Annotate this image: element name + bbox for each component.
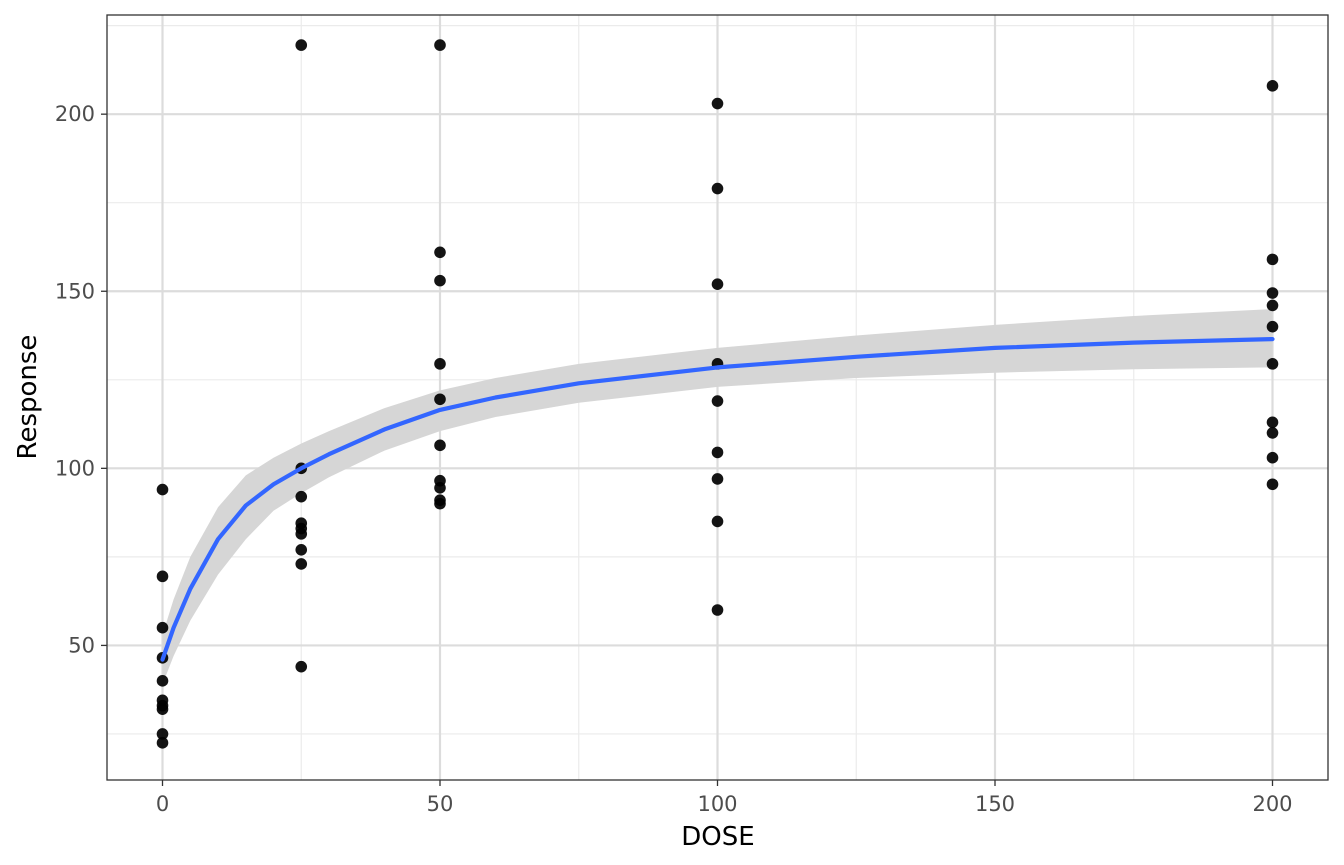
- x-axis-ticks: 0 50 100 150 200: [156, 780, 1293, 816]
- data-point: [1266, 416, 1279, 429]
- fit-line: [160, 337, 1275, 662]
- data-point: [156, 570, 169, 583]
- data-point: [1266, 253, 1279, 266]
- data-point: [295, 558, 308, 570]
- data-point: [156, 703, 169, 715]
- y-tick-label: 50: [68, 633, 95, 657]
- data-point: [434, 393, 446, 406]
- data-point: [1266, 299, 1279, 312]
- data-point: [711, 604, 724, 616]
- data-point: [711, 473, 724, 485]
- data-point: [156, 737, 169, 749]
- data-point: [1266, 320, 1279, 333]
- data-point: [434, 274, 446, 287]
- data-point: [1266, 287, 1279, 299]
- data-point: [434, 439, 446, 452]
- data-point: [434, 39, 446, 51]
- y-axis-ticks: 50 100 150 200: [55, 102, 107, 657]
- x-tick-label: 100: [697, 792, 737, 816]
- x-tick-label: 200: [1252, 792, 1292, 816]
- data-point: [156, 675, 169, 687]
- data-point: [434, 358, 446, 370]
- data-point: [1266, 478, 1279, 491]
- x-tick-label: 50: [427, 792, 454, 816]
- data-point: [711, 97, 724, 110]
- data-point: [1266, 427, 1279, 439]
- data-point: [1266, 80, 1279, 92]
- data-point: [711, 395, 724, 407]
- data-point: [295, 490, 308, 503]
- data-point: [434, 482, 446, 494]
- data-point: [295, 660, 308, 673]
- data-point: [295, 528, 308, 540]
- data-point: [711, 446, 724, 459]
- data-point: [156, 483, 169, 496]
- data-point: [434, 497, 446, 510]
- y-tick-label: 150: [55, 279, 95, 303]
- x-axis-title: DOSE: [681, 822, 754, 852]
- x-tick-label: 150: [975, 792, 1015, 816]
- data-point: [295, 39, 308, 51]
- y-axis-title: Response: [13, 335, 43, 460]
- data-point: [711, 278, 724, 290]
- major-gridlines: [107, 15, 1328, 780]
- y-tick-label: 200: [55, 102, 95, 126]
- data-point: [711, 182, 724, 195]
- y-tick-label: 100: [55, 456, 95, 480]
- fit-line-layer: [160, 337, 1275, 662]
- data-point: [156, 621, 169, 634]
- x-tick-label: 0: [156, 792, 169, 816]
- data-point: [434, 246, 446, 259]
- data-point: [156, 728, 169, 740]
- data-point: [1266, 451, 1279, 464]
- data-point: [295, 543, 308, 556]
- data-point: [1266, 358, 1279, 370]
- data-point: [711, 515, 724, 528]
